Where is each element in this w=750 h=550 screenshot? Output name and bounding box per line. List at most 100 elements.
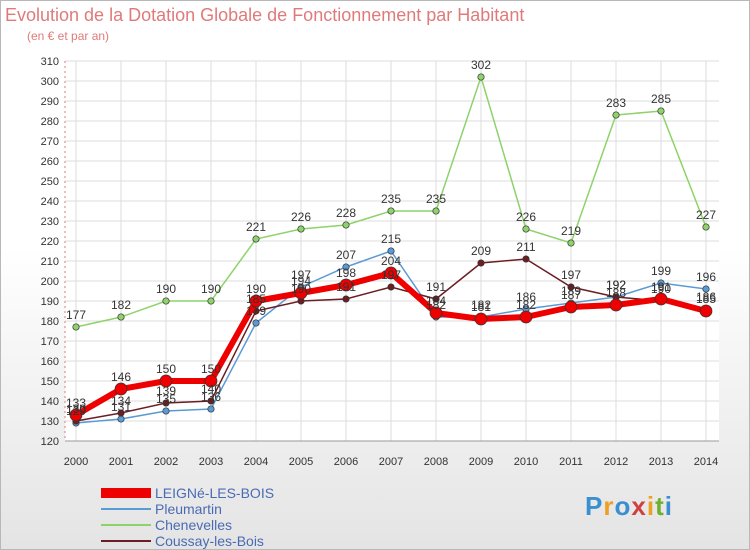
- legend-label: Coussay-les-Bois: [155, 533, 264, 549]
- data-label: 285: [651, 92, 671, 106]
- x-tick-label: 2007: [379, 456, 403, 468]
- data-point: [69, 408, 83, 422]
- data-point: [342, 295, 350, 303]
- x-tick-label: 2000: [64, 456, 88, 468]
- x-tick-label: 2001: [109, 456, 133, 468]
- x-tick-label: 2004: [244, 456, 268, 468]
- data-point: [117, 313, 125, 321]
- data-point: [207, 397, 215, 405]
- y-tick-label: 170: [41, 336, 59, 348]
- y-tick-label: 280: [41, 116, 59, 128]
- data-label: 131: [111, 400, 131, 414]
- data-label: 177: [66, 308, 86, 322]
- data-label: 191: [426, 280, 446, 294]
- data-label: 194: [291, 274, 311, 288]
- data-label: 139: [156, 384, 176, 398]
- data-point: [519, 310, 533, 324]
- y-tick-label: 240: [41, 196, 59, 208]
- data-point: [657, 107, 665, 115]
- data-label: 146: [111, 370, 131, 384]
- data-label: 211: [516, 240, 535, 254]
- data-point: [477, 259, 485, 267]
- y-tick-label: 200: [41, 276, 59, 288]
- x-tick-label: 2010: [514, 456, 538, 468]
- data-label: 283: [606, 96, 626, 110]
- data-label: 191: [651, 280, 671, 294]
- y-tick-label: 260: [41, 156, 59, 168]
- data-point: [252, 235, 260, 243]
- legend-swatch: [101, 540, 151, 542]
- legend-swatch: [101, 508, 151, 510]
- x-tick-label: 2003: [199, 456, 223, 468]
- y-tick-label: 310: [41, 56, 59, 68]
- y-tick-label: 210: [41, 256, 59, 268]
- y-tick-label: 270: [41, 136, 59, 148]
- data-point: [339, 278, 353, 292]
- y-tick-label: 150: [41, 376, 59, 388]
- data-point: [699, 304, 713, 318]
- x-tick-label: 2005: [289, 456, 313, 468]
- y-tick-label: 130: [41, 416, 59, 428]
- data-point: [429, 306, 443, 320]
- y-tick-label: 190: [41, 296, 59, 308]
- y-tick-label: 250: [41, 176, 59, 188]
- chart-title: Evolution de la Dotation Globale de Fonc…: [5, 5, 525, 25]
- data-label: 197: [381, 268, 401, 282]
- data-label: 192: [606, 278, 626, 292]
- data-point: [567, 239, 575, 247]
- data-point: [204, 374, 218, 388]
- data-point: [72, 323, 80, 331]
- chart-subtitle: (en € et par an): [27, 29, 110, 43]
- data-point: [207, 405, 215, 413]
- y-tick-label: 230: [41, 216, 59, 228]
- data-point: [162, 399, 170, 407]
- data-point: [432, 295, 440, 303]
- x-tick-label: 2002: [154, 456, 178, 468]
- data-label: 186: [516, 290, 536, 304]
- data-label: 190: [156, 282, 176, 296]
- data-label: 182: [111, 298, 131, 312]
- data-label: 179: [246, 304, 266, 318]
- data-label: 189: [561, 284, 581, 298]
- data-point: [564, 300, 578, 314]
- data-label: 182: [516, 298, 536, 312]
- data-label: 140: [201, 382, 221, 396]
- data-point: [702, 223, 710, 231]
- data-point: [162, 297, 170, 305]
- y-tick-label: 180: [41, 316, 59, 328]
- legend-swatch: [101, 524, 151, 526]
- data-point: [297, 225, 305, 233]
- data-label: 198: [336, 266, 356, 280]
- data-point: [474, 312, 488, 326]
- data-label: 235: [426, 192, 446, 206]
- y-tick-label: 160: [41, 356, 59, 368]
- data-label: 134: [111, 394, 131, 408]
- data-label: 190: [291, 282, 311, 296]
- y-tick-label: 290: [41, 96, 59, 108]
- data-label: 181: [471, 300, 491, 314]
- data-label: 188: [606, 286, 626, 300]
- data-label: 226: [291, 210, 311, 224]
- data-label: 187: [561, 288, 581, 302]
- data-label: 184: [426, 294, 446, 308]
- data-label: 197: [291, 268, 311, 282]
- data-label: 130: [66, 402, 86, 416]
- data-point: [609, 298, 623, 312]
- data-point: [117, 415, 125, 423]
- data-point: [477, 73, 485, 81]
- data-point: [384, 266, 398, 280]
- y-tick-label: 220: [41, 236, 59, 248]
- data-point: [702, 285, 710, 293]
- x-tick-label: 2012: [604, 456, 628, 468]
- data-label: 150: [156, 362, 176, 376]
- data-label: 135: [156, 392, 176, 406]
- data-label: 129: [66, 404, 86, 418]
- data-label: 133: [66, 396, 86, 410]
- data-label: 185: [246, 292, 266, 306]
- y-tick-label: 120: [41, 436, 59, 448]
- data-label: 199: [651, 264, 671, 278]
- x-tick-label: 2013: [649, 456, 673, 468]
- data-label: 228: [336, 206, 356, 220]
